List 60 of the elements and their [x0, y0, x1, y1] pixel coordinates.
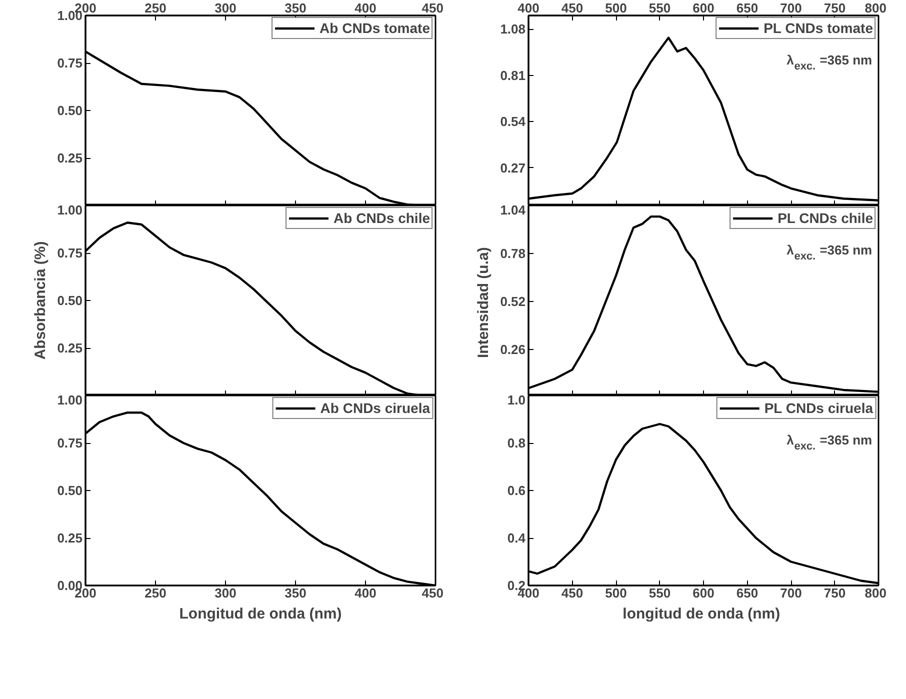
- x2-tick-label: 550: [648, 0, 671, 16]
- y-tick-label: 1.00: [57, 202, 83, 218]
- x-tick-label: 400: [354, 586, 376, 600]
- x-axis-title: longitud de onda (nm): [622, 606, 780, 622]
- y-tick-label: 0.25: [57, 530, 83, 546]
- x2-tick-label: 300: [214, 0, 236, 16]
- x2-tick-label: 400: [518, 0, 540, 16]
- x-tick-label: 650: [736, 586, 758, 600]
- y-tick-label: 0.81: [500, 68, 526, 83]
- x-tick-label: 450: [561, 586, 584, 600]
- y-axis-title: Absorbancia (%): [32, 241, 50, 360]
- x-tick-label: 550: [648, 586, 671, 600]
- legend-label: Ab CNDs chile: [334, 210, 430, 226]
- x2-tick-label: 350: [284, 0, 306, 16]
- y-tick-label: 0.27: [500, 160, 526, 176]
- x2-tick-label: 800: [864, 0, 887, 16]
- x-tick-label: 350: [284, 586, 306, 600]
- y-tick-label: 0.25: [57, 340, 83, 356]
- x-tick-label: 300: [214, 586, 236, 600]
- x2-tick-label: 450: [422, 0, 444, 16]
- x2-tick-label: 250: [144, 0, 166, 16]
- y-tick-label: 0.8: [507, 436, 526, 450]
- x-tick-label: 700: [780, 586, 802, 600]
- y-tick-label: 1.08: [500, 22, 526, 37]
- y-tick-label: 0.78: [500, 246, 526, 261]
- x-tick-label: 450: [422, 586, 444, 600]
- legend-label: Ab CNDs tomate: [320, 20, 430, 36]
- y-tick-label: 0.50: [57, 103, 83, 118]
- x-tick-label: 750: [824, 586, 846, 600]
- y-tick-label: 0.50: [57, 293, 83, 308]
- y-tick-label: 0.6: [507, 483, 526, 498]
- y-tick-label: 0.25: [57, 150, 83, 166]
- y-tick-label: 1.04: [500, 202, 526, 218]
- y-tick-label: 0.75: [57, 436, 83, 450]
- x2-tick-label: 650: [736, 0, 758, 16]
- y-tick-label: 0.4: [507, 530, 526, 546]
- x-tick-label: 600: [692, 586, 714, 600]
- legend-label: PL CNDs chile: [778, 210, 873, 226]
- y-tick-label: 0.52: [500, 294, 526, 309]
- y-tick-label: 0.75: [57, 56, 83, 70]
- y-axis-title: Intensidad (u.a): [475, 247, 492, 358]
- x-axis-title: Longitud de onda (nm): [179, 606, 342, 622]
- legend-label: PL CNDs ciruela: [764, 400, 873, 416]
- x-tick-label: 250: [144, 586, 166, 600]
- x2-tick-label: 450: [561, 0, 584, 16]
- y-tick-label: 1.00: [57, 392, 83, 408]
- y-tick-label: 0.26: [500, 342, 526, 357]
- legend-label: Ab CNDs ciruela: [320, 400, 430, 416]
- x2-tick-label: 400: [354, 0, 376, 16]
- x2-tick-label: 700: [780, 0, 802, 16]
- x2-tick-label: 500: [605, 0, 627, 16]
- y-tick-label: 0.50: [57, 483, 83, 498]
- x-tick-label: 500: [605, 586, 627, 600]
- y-tick-label: 1.0: [507, 392, 526, 408]
- y-tick-label: 0.54: [500, 114, 526, 130]
- x2-tick-label: 750: [824, 0, 846, 16]
- x2-tick-label: 600: [692, 0, 714, 16]
- legend-label: PL CNDs tomate: [764, 20, 873, 36]
- y-tick-label: 0.75: [57, 246, 83, 260]
- x-tick-label: 800: [864, 586, 887, 600]
